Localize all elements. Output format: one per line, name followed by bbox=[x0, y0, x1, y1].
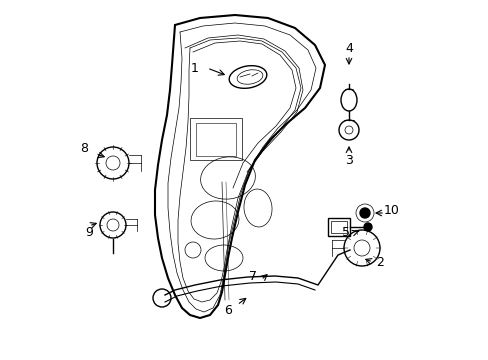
Text: 10: 10 bbox=[383, 203, 399, 216]
Bar bbox=[327, 218, 349, 236]
Text: 5: 5 bbox=[341, 225, 349, 238]
Text: 2: 2 bbox=[375, 256, 383, 269]
Bar bbox=[330, 221, 346, 233]
Bar bbox=[196, 123, 236, 156]
Text: 8: 8 bbox=[80, 141, 88, 154]
Text: 3: 3 bbox=[345, 153, 352, 166]
Text: 1: 1 bbox=[191, 62, 199, 75]
Bar bbox=[190, 118, 242, 160]
Text: 7: 7 bbox=[248, 270, 257, 284]
Circle shape bbox=[363, 223, 371, 231]
Text: 4: 4 bbox=[345, 41, 352, 54]
Text: 9: 9 bbox=[85, 225, 93, 238]
Circle shape bbox=[359, 208, 369, 218]
Text: 6: 6 bbox=[224, 303, 231, 316]
